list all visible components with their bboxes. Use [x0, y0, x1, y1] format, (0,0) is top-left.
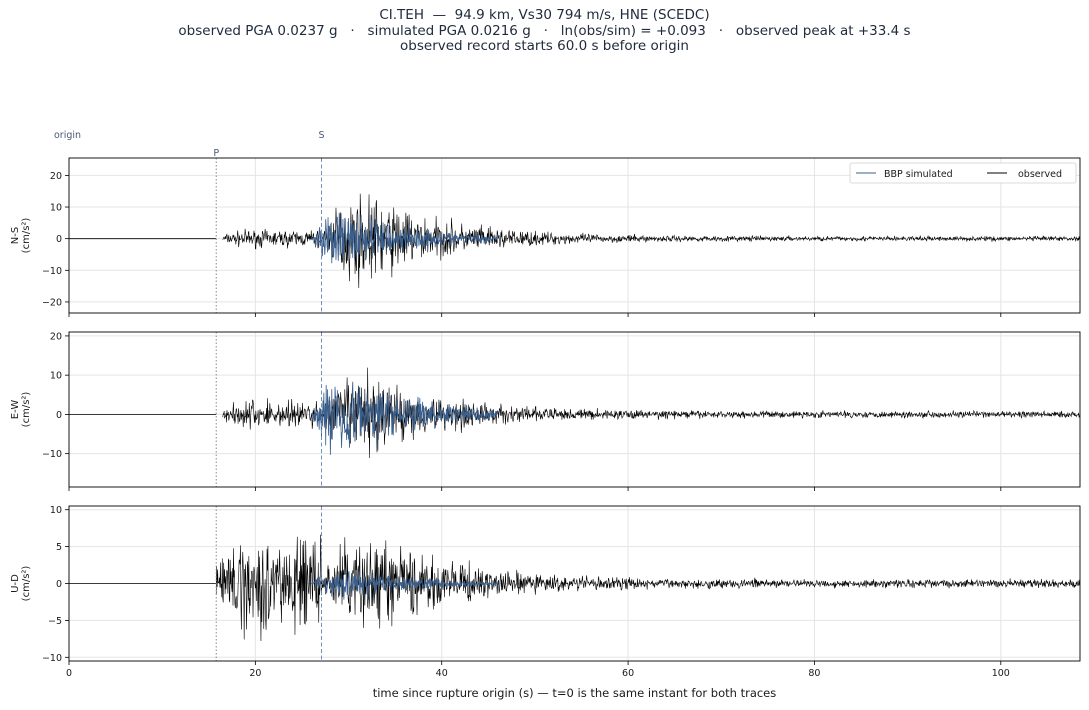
y-tick-label: 5	[56, 542, 62, 553]
x-tick-label: 80	[808, 668, 820, 679]
y-tick-label: 0	[56, 234, 62, 245]
y-tick-label: 0	[56, 410, 62, 421]
x-tick-label: 0	[66, 668, 72, 679]
x-axis-label: time since rupture origin (s) — t=0 is t…	[373, 686, 777, 700]
panel-n-s: −20 −10 0 10 20 N-S(cm/s²) BBP simulated observ…	[10, 157, 1081, 317]
panel-frame	[68, 157, 1081, 314]
s-arrival-label: S	[319, 130, 325, 141]
y-tick-label: −5	[48, 616, 62, 627]
legend-observed-label: observed	[1018, 169, 1062, 180]
y-tick-label: −10	[42, 653, 62, 664]
x-tick-label: 100	[992, 668, 1010, 679]
y-tick-label: 20	[50, 331, 62, 342]
simulated-trace-e-w	[310, 381, 499, 455]
y-axis-label-unit: (cm/s²)	[21, 392, 32, 428]
y-tick-label: −20	[42, 297, 62, 308]
simulated-trace-n-s	[310, 213, 499, 264]
simulated-trace-u-d	[310, 571, 498, 600]
x-tick-label: 40	[436, 668, 448, 679]
y-axis-label-e-w: E-W(cm/s²)	[10, 392, 32, 428]
y-axis-label-unit: (cm/s²)	[21, 218, 32, 254]
observed-trace-u-d	[215, 534, 1081, 642]
legend-box	[849, 162, 1077, 184]
origin-marker-label: origin	[54, 130, 81, 141]
x-tick-label: 60	[622, 668, 634, 679]
observed-trace-n-s	[222, 193, 1081, 288]
y-axis-label-n-s: N-S(cm/s²)	[10, 218, 32, 254]
panel-e-w: −10 0 10 20 E-W(cm/s²)	[10, 331, 1081, 491]
y-tick-label: −10	[42, 449, 62, 460]
y-tick-label: 20	[50, 171, 62, 182]
x-tick-label: 20	[249, 668, 261, 679]
y-axis-label-component: E-W	[10, 400, 21, 420]
title-line-3: observed record starts 60.0 s before ori…	[400, 38, 689, 54]
y-tick-label: 0	[56, 579, 62, 590]
y-axis-label-component: N-S	[10, 227, 21, 244]
legend: BBP simulated observed	[849, 162, 1077, 184]
y-axis-label-u-d: U-D(cm/s²)	[10, 566, 32, 602]
y-axis-label-unit: (cm/s²)	[21, 566, 32, 602]
p-arrival-label: P	[213, 148, 219, 159]
y-tick-label: 10	[50, 203, 62, 214]
y-axis-label-component: U-D	[10, 574, 21, 593]
legend-simulated-label: BBP simulated	[884, 169, 953, 180]
y-tick-label: 10	[50, 371, 62, 382]
panel-frame	[68, 331, 1081, 488]
chart-title: CI.TEH — 94.9 km, Vs30 794 m/s, HNE (SCE…	[0, 7, 1089, 55]
title-line-2: observed PGA 0.0237 g · simulated PGA 0.…	[178, 22, 911, 39]
y-tick-label: −10	[42, 266, 62, 277]
y-tick-label: 10	[50, 505, 62, 516]
title-line-1: CI.TEH — 94.9 km, Vs30 794 m/s, HNE (SCE…	[379, 7, 710, 23]
